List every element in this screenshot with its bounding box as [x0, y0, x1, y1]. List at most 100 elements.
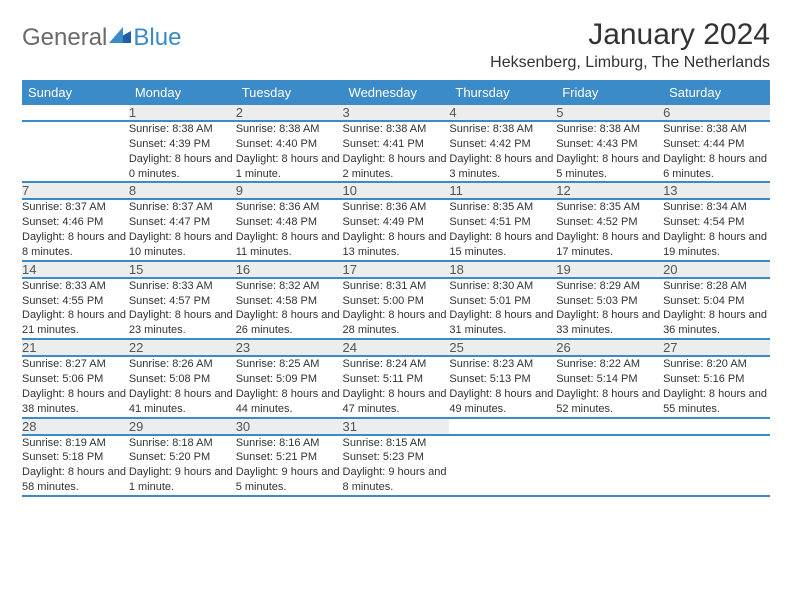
daylight-text: Daylight: 8 hours and 0 minutes. [129, 152, 236, 182]
day-number-cell: 8 [129, 182, 236, 199]
sunrise-text: Sunrise: 8:18 AM [129, 436, 236, 451]
day-info-cell: Sunrise: 8:33 AMSunset: 4:57 PMDaylight:… [129, 278, 236, 339]
sunrise-text: Sunrise: 8:38 AM [663, 122, 770, 137]
daylight-text: Daylight: 8 hours and 58 minutes. [22, 465, 129, 495]
day-info-cell [449, 435, 556, 496]
sunrise-text: Sunrise: 8:31 AM [343, 279, 450, 294]
sunrise-text: Sunrise: 8:38 AM [449, 122, 556, 137]
sunrise-text: Sunrise: 8:38 AM [343, 122, 450, 137]
sunset-text: Sunset: 5:16 PM [663, 372, 770, 387]
day-number-cell: 11 [449, 182, 556, 199]
day-number-cell: 21 [22, 339, 129, 356]
daylight-text: Daylight: 8 hours and 47 minutes. [343, 387, 450, 417]
day-info-cell: Sunrise: 8:34 AMSunset: 4:54 PMDaylight:… [663, 199, 770, 260]
day-number-cell: 24 [343, 339, 450, 356]
sunset-text: Sunset: 5:03 PM [556, 294, 663, 309]
brand-part1: General [22, 24, 107, 52]
sunset-text: Sunset: 5:14 PM [556, 372, 663, 387]
sunset-text: Sunset: 4:47 PM [129, 215, 236, 230]
day-number-cell: 25 [449, 339, 556, 356]
sunrise-text: Sunrise: 8:30 AM [449, 279, 556, 294]
day-info-cell: Sunrise: 8:31 AMSunset: 5:00 PMDaylight:… [343, 278, 450, 339]
day-info-row: Sunrise: 8:33 AMSunset: 4:55 PMDaylight:… [22, 278, 770, 339]
day-number-cell: 19 [556, 261, 663, 278]
sunrise-text: Sunrise: 8:36 AM [236, 200, 343, 215]
weekday-header-row: Sunday Monday Tuesday Wednesday Thursday… [22, 80, 770, 105]
daylight-text: Daylight: 9 hours and 8 minutes. [343, 465, 450, 495]
day-number-cell: 31 [343, 418, 450, 435]
sunset-text: Sunset: 5:06 PM [22, 372, 129, 387]
day-info-cell: Sunrise: 8:22 AMSunset: 5:14 PMDaylight:… [556, 356, 663, 417]
sunrise-text: Sunrise: 8:19 AM [22, 436, 129, 451]
sunset-text: Sunset: 4:48 PM [236, 215, 343, 230]
day-info-cell: Sunrise: 8:38 AMSunset: 4:41 PMDaylight:… [343, 121, 450, 182]
day-number-cell: 23 [236, 339, 343, 356]
day-info-row: Sunrise: 8:19 AMSunset: 5:18 PMDaylight:… [22, 435, 770, 496]
brand-logo: General Blue [22, 18, 181, 52]
day-info-cell: Sunrise: 8:37 AMSunset: 4:47 PMDaylight:… [129, 199, 236, 260]
sunset-text: Sunset: 5:23 PM [343, 450, 450, 465]
sunset-text: Sunset: 4:57 PM [129, 294, 236, 309]
day-info-cell: Sunrise: 8:33 AMSunset: 4:55 PMDaylight:… [22, 278, 129, 339]
daylight-text: Daylight: 8 hours and 44 minutes. [236, 387, 343, 417]
brand-part2: Blue [133, 24, 181, 52]
sunset-text: Sunset: 4:55 PM [22, 294, 129, 309]
sunrise-text: Sunrise: 8:28 AM [663, 279, 770, 294]
sunrise-text: Sunrise: 8:20 AM [663, 357, 770, 372]
location-text: Heksenberg, Limburg, The Netherlands [490, 54, 770, 72]
sunset-text: Sunset: 5:09 PM [236, 372, 343, 387]
day-info-cell: Sunrise: 8:38 AMSunset: 4:44 PMDaylight:… [663, 121, 770, 182]
sunrise-text: Sunrise: 8:26 AM [129, 357, 236, 372]
daylight-text: Daylight: 8 hours and 52 minutes. [556, 387, 663, 417]
weekday-header: Sunday [22, 80, 129, 105]
sunset-text: Sunset: 4:42 PM [449, 137, 556, 152]
day-info-cell: Sunrise: 8:38 AMSunset: 4:39 PMDaylight:… [129, 121, 236, 182]
day-info-cell: Sunrise: 8:37 AMSunset: 4:46 PMDaylight:… [22, 199, 129, 260]
day-info-cell [663, 435, 770, 496]
month-title: January 2024 [490, 18, 770, 52]
daylight-text: Daylight: 8 hours and 15 minutes. [449, 230, 556, 260]
daylight-text: Daylight: 8 hours and 23 minutes. [129, 308, 236, 338]
sunset-text: Sunset: 4:43 PM [556, 137, 663, 152]
daylight-text: Daylight: 8 hours and 26 minutes. [236, 308, 343, 338]
day-number-cell: 13 [663, 182, 770, 199]
daynum-row: 14151617181920 [22, 261, 770, 278]
day-info-cell: Sunrise: 8:18 AMSunset: 5:20 PMDaylight:… [129, 435, 236, 496]
daylight-text: Daylight: 9 hours and 1 minute. [129, 465, 236, 495]
sunset-text: Sunset: 4:40 PM [236, 137, 343, 152]
day-number-cell: 30 [236, 418, 343, 435]
daylight-text: Daylight: 8 hours and 55 minutes. [663, 387, 770, 417]
day-info-cell: Sunrise: 8:26 AMSunset: 5:08 PMDaylight:… [129, 356, 236, 417]
day-info-cell: Sunrise: 8:19 AMSunset: 5:18 PMDaylight:… [22, 435, 129, 496]
sunrise-text: Sunrise: 8:37 AM [22, 200, 129, 215]
sunrise-text: Sunrise: 8:32 AM [236, 279, 343, 294]
day-number-cell: 14 [22, 261, 129, 278]
daynum-row: 28293031 [22, 418, 770, 435]
day-number-cell: 9 [236, 182, 343, 199]
sunset-text: Sunset: 4:51 PM [449, 215, 556, 230]
sunset-text: Sunset: 4:39 PM [129, 137, 236, 152]
day-info-cell: Sunrise: 8:38 AMSunset: 4:43 PMDaylight:… [556, 121, 663, 182]
sunset-text: Sunset: 4:58 PM [236, 294, 343, 309]
daylight-text: Daylight: 8 hours and 11 minutes. [236, 230, 343, 260]
sunrise-text: Sunrise: 8:15 AM [343, 436, 450, 451]
daylight-text: Daylight: 9 hours and 5 minutes. [236, 465, 343, 495]
day-info-row: Sunrise: 8:37 AMSunset: 4:46 PMDaylight:… [22, 199, 770, 260]
daynum-row: 21222324252627 [22, 339, 770, 356]
day-info-cell: Sunrise: 8:29 AMSunset: 5:03 PMDaylight:… [556, 278, 663, 339]
day-number-cell: 2 [236, 105, 343, 121]
day-number-cell [449, 418, 556, 435]
daylight-text: Daylight: 8 hours and 10 minutes. [129, 230, 236, 260]
daylight-text: Daylight: 8 hours and 28 minutes. [343, 308, 450, 338]
day-number-cell: 17 [343, 261, 450, 278]
sunrise-text: Sunrise: 8:29 AM [556, 279, 663, 294]
daylight-text: Daylight: 8 hours and 5 minutes. [556, 152, 663, 182]
day-info-cell: Sunrise: 8:32 AMSunset: 4:58 PMDaylight:… [236, 278, 343, 339]
day-info-cell: Sunrise: 8:38 AMSunset: 4:42 PMDaylight:… [449, 121, 556, 182]
sunrise-text: Sunrise: 8:38 AM [129, 122, 236, 137]
day-number-cell [663, 418, 770, 435]
day-number-cell: 27 [663, 339, 770, 356]
daylight-text: Daylight: 8 hours and 13 minutes. [343, 230, 450, 260]
day-info-cell: Sunrise: 8:38 AMSunset: 4:40 PMDaylight:… [236, 121, 343, 182]
sunrise-text: Sunrise: 8:22 AM [556, 357, 663, 372]
